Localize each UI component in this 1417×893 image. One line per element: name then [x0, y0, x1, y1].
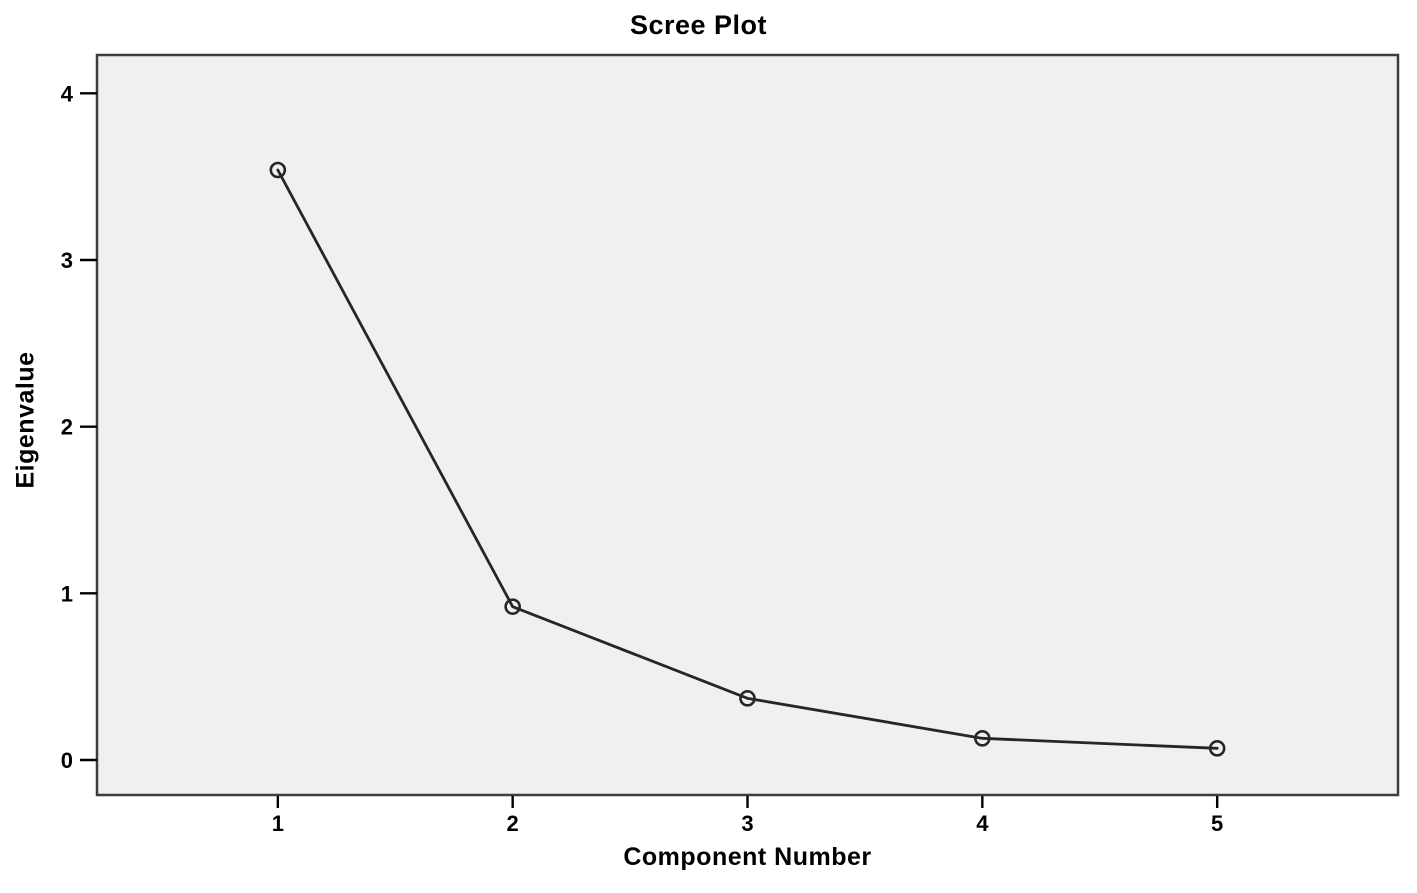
- x-tick-label: 5: [1211, 811, 1223, 836]
- eigenvalue-line: [276, 168, 1219, 750]
- x-tick-label: 2: [507, 811, 519, 836]
- y-tick-label: 3: [61, 248, 73, 273]
- y-tick-label: 2: [61, 415, 73, 440]
- plot-area: [95, 53, 1400, 797]
- data-point-marker: [504, 598, 521, 615]
- data-point-marker: [1208, 740, 1226, 757]
- y-tick-label: 0: [61, 748, 73, 773]
- y-tick-label: 1: [61, 581, 73, 606]
- x-tick-label: 3: [741, 811, 753, 836]
- x-tick-label: 1: [272, 811, 284, 836]
- data-point-marker: [269, 161, 287, 179]
- data-point-marker: [974, 730, 991, 747]
- x-axis-label: Component Number: [623, 843, 872, 871]
- y-axis-label: Eigenvalue: [11, 351, 40, 489]
- data-point-marker: [739, 690, 756, 707]
- chart-title: Scree Plot: [629, 10, 768, 40]
- y-tick-label: 4: [61, 81, 74, 106]
- x-tick-label: 4: [976, 811, 989, 836]
